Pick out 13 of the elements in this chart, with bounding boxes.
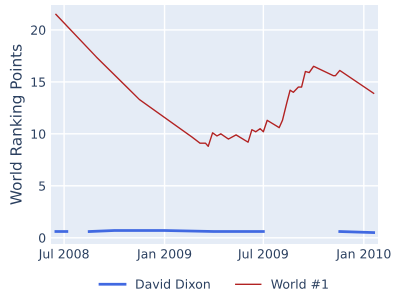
x-tick-label: Jul 2008 xyxy=(38,248,89,261)
legend-label: World #1 xyxy=(271,279,328,289)
x-tick-label: Jan 2009 xyxy=(136,249,192,261)
line-series xyxy=(55,14,374,148)
y-axis-title: World Ranking Points xyxy=(10,44,25,205)
legend-label: David Dixon xyxy=(136,279,210,289)
y-tick-label: 10 xyxy=(32,129,46,139)
x-tick-label: Jul 2009 xyxy=(237,248,288,261)
x-tick-label: Jan 2010 xyxy=(336,249,391,261)
y-tick-label: 15 xyxy=(32,78,46,87)
y-tick-label: 20 xyxy=(31,25,46,35)
y-tick-label: 5 xyxy=(39,181,46,191)
y-tick-label: 0 xyxy=(39,233,46,243)
